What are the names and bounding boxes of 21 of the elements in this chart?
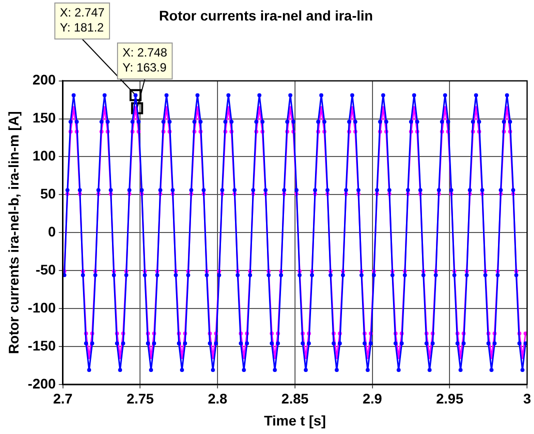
y-tick-label: -150 [28,337,56,354]
x-tick-label: 2.8 [208,390,228,407]
x-tick-label: 2.85 [281,390,309,407]
annotation: X: 2.747 Y: 181.2 [60,5,105,34]
y-axis-title: Rotor currents ira-nel-b, ira-lin-m [A] [5,111,22,354]
y-tick-label: -50 [36,261,56,278]
y-tick-label: 150 [32,110,56,126]
y-tick-label: 0 [48,223,56,240]
y-tick-label: -200 [28,375,56,392]
y-tick-label: 50 [40,186,56,202]
y-tick-label: 100 [32,148,56,164]
y-tick-label: 200 [32,72,56,88]
x-tick-label: 2.75 [126,390,154,407]
x-tick-label: 2.95 [436,390,464,407]
y-tick-label: -100 [28,299,56,316]
x-tick-label: 2.7 [53,390,73,407]
chart-title: Rotor currents ira-nel and ira-lin [159,7,373,24]
annotation: X: 2.748 Y: 163.9 [122,45,168,74]
x-tick-label: 3 [523,390,532,407]
x-tick-label: 2.9 [362,390,382,407]
x-axis-title: Time t [s] [264,412,326,428]
